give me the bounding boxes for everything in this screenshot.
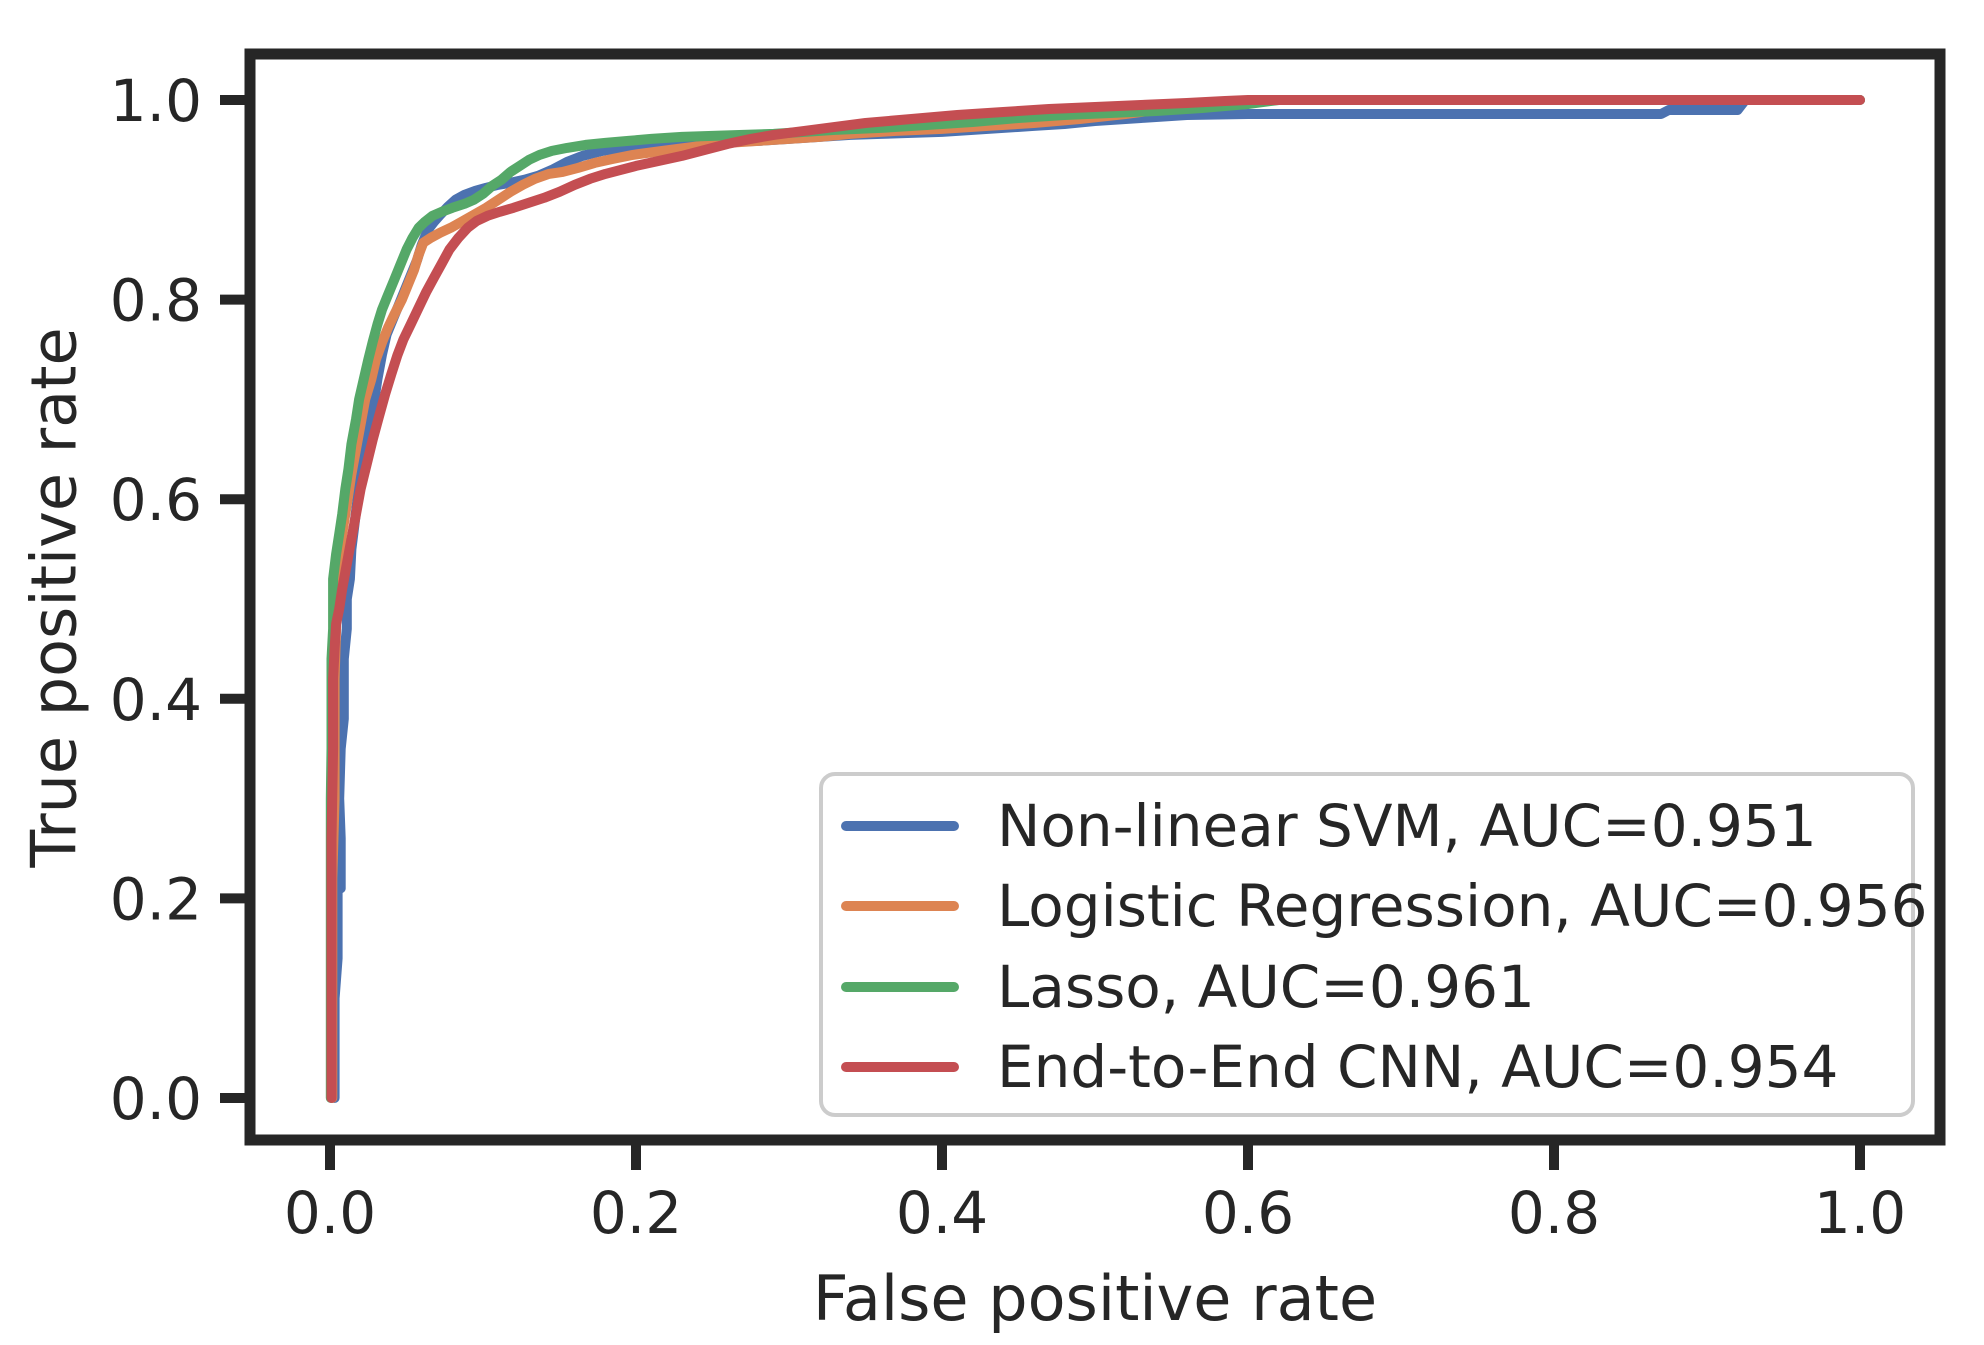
legend-entry: Lasso, AUC=0.961 — [841, 947, 1911, 1027]
legend: Non-linear SVM, AUC=0.951 Logistic Regres… — [819, 772, 1928, 1117]
x-tick-label: 0.2 — [590, 1179, 682, 1247]
y-tick-label: 0.6 — [110, 466, 202, 534]
roc-curve-end-to-end-cnn — [326, 95, 1865, 1103]
legend-swatch-line — [841, 1061, 959, 1072]
plot-spines — [244, 48, 1946, 1146]
y-tick-label: 0.4 — [110, 666, 202, 734]
x-tick-label: 0.0 — [284, 1179, 376, 1247]
legend-entry: Logistic Regression, AUC=0.956 — [841, 866, 1928, 946]
legend-swatch-line — [841, 821, 959, 832]
legend-entry-label: Logistic Regression, AUC=0.956 — [997, 872, 1928, 941]
legend-swatch-line — [841, 901, 959, 912]
x-tick-label: 0.8 — [1508, 1179, 1600, 1247]
x-axis-label: False positive rate — [812, 1262, 1378, 1335]
legend-entry: End-to-End CNN, AUC=0.954 — [841, 1027, 1911, 1107]
y-tick-label: 0.0 — [110, 1065, 202, 1133]
roc-curve-lasso — [325, 95, 1865, 1103]
legend-swatch-line — [841, 981, 959, 992]
legend-entry-label: Lasso, AUC=0.961 — [997, 952, 1535, 1021]
y-tick-label: 0.2 — [110, 865, 202, 933]
y-axis-label: True positive rate — [17, 327, 91, 868]
legend-entry: Non-linear SVM, AUC=0.951 — [841, 786, 1911, 866]
legend-entry-label: Non-linear SVM, AUC=0.951 — [997, 792, 1817, 861]
y-tick-label: 0.8 — [110, 267, 202, 335]
legend-entry-label: End-to-End CNN, AUC=0.954 — [997, 1032, 1839, 1101]
y-tick-label: 1.0 — [110, 67, 202, 135]
x-tick-label: 0.4 — [896, 1179, 988, 1247]
x-tick-label: 0.6 — [1202, 1179, 1294, 1247]
x-tick-label: 1.0 — [1814, 1179, 1906, 1247]
